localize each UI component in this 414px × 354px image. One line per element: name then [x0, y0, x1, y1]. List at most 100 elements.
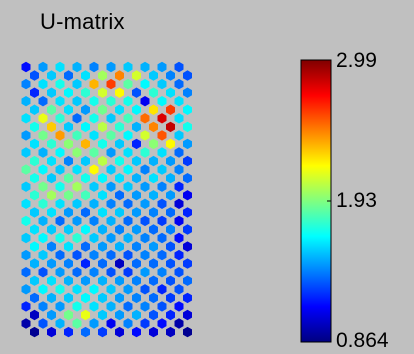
hex-cell — [81, 121, 90, 133]
hex-cell — [123, 215, 133, 227]
hex-cell — [64, 121, 73, 133]
hex-cell — [72, 249, 82, 261]
hex-cell — [140, 232, 150, 244]
hex-cell — [174, 130, 184, 141]
hex-cell — [149, 190, 158, 201]
hex-cell — [149, 121, 158, 133]
hex-cell — [98, 224, 107, 235]
hex-cell — [140, 147, 150, 158]
colorbar — [300, 59, 332, 343]
hex-cell — [21, 198, 31, 209]
hex-cell — [106, 78, 116, 90]
hex-cell — [21, 249, 31, 261]
hex-cell — [38, 301, 48, 312]
hex-cell — [81, 70, 90, 81]
hex-cell — [140, 78, 150, 90]
hex-cell — [89, 198, 99, 209]
hex-cell — [132, 87, 141, 98]
hex-cell — [166, 155, 175, 167]
hex-cell — [132, 138, 141, 150]
hex-cell — [55, 284, 65, 295]
hex-cell — [38, 198, 48, 209]
hex-cell — [72, 147, 82, 158]
colorbar-tick-label-min: 0.864 — [336, 329, 389, 352]
hex-cell — [55, 232, 65, 244]
colorbar-tick-label-mid: 1.93 — [336, 189, 377, 212]
hex-cell — [21, 215, 31, 227]
hex-cell — [157, 215, 167, 227]
hex-cell — [38, 267, 48, 278]
hex-cell — [183, 70, 192, 81]
hex-cell — [55, 318, 65, 329]
hex-cell — [149, 224, 158, 235]
hex-cell — [115, 292, 124, 304]
hex-cell — [132, 155, 141, 167]
hex-cell — [149, 173, 158, 184]
hex-cell — [55, 130, 65, 141]
hex-cell — [149, 292, 158, 304]
hex-cell — [72, 198, 82, 209]
hex-cell — [72, 130, 82, 141]
hex-cell — [81, 207, 90, 218]
hex-cell — [149, 309, 158, 321]
hex-cell — [140, 284, 150, 295]
hex-cell — [183, 207, 192, 218]
hex-cell — [166, 138, 175, 150]
hex-cell — [89, 318, 99, 329]
hex-cell — [140, 301, 150, 312]
hex-cell — [157, 267, 167, 278]
hex-cell — [106, 130, 116, 141]
hex-cell — [140, 198, 150, 209]
hex-cell — [38, 284, 48, 295]
hex-cell — [106, 181, 116, 192]
hex-cell — [157, 318, 167, 329]
hex-cell — [38, 78, 48, 90]
hex-cell — [115, 207, 124, 218]
hex-cell — [55, 96, 65, 107]
hex-cell — [106, 198, 116, 209]
hex-cell — [64, 292, 73, 304]
hex-cell — [132, 309, 141, 321]
hex-cell — [64, 309, 73, 321]
hex-cell — [30, 275, 39, 286]
hex-cell — [89, 301, 99, 312]
hex-cell — [55, 215, 65, 227]
hex-cell — [55, 181, 65, 192]
hex-cell — [64, 258, 73, 269]
hex-cell — [81, 138, 90, 150]
hex-cell — [47, 292, 56, 304]
hex-cell — [183, 258, 192, 269]
hex-cell — [149, 241, 158, 252]
hex-cell — [89, 267, 99, 278]
hex-cell — [64, 173, 73, 184]
hex-cell — [21, 284, 31, 295]
hex-cell — [115, 155, 124, 167]
hex-cell — [166, 190, 175, 201]
hex-cell — [38, 249, 48, 261]
hex-cell — [38, 232, 48, 244]
hex-cell — [55, 147, 65, 158]
hex-cell — [81, 292, 90, 304]
chart-title: U-matrix — [40, 9, 125, 34]
hex-cell — [89, 113, 99, 124]
hex-cell — [98, 87, 107, 98]
hex-cell — [149, 138, 158, 150]
hex-cell — [149, 70, 158, 81]
hex-cell — [174, 318, 184, 329]
hex-cell — [64, 326, 73, 338]
hex-cell — [106, 267, 116, 278]
hex-cell — [132, 104, 141, 115]
hex-cell — [55, 198, 65, 209]
hex-cell — [47, 173, 56, 184]
hex-cell — [106, 301, 116, 312]
hex-cell — [174, 164, 184, 175]
hex-cell — [183, 326, 192, 338]
colorbar-tick-label-max: 2.99 — [336, 49, 377, 72]
hex-cell — [47, 207, 56, 218]
hex-cell — [21, 232, 31, 244]
hex-cell — [183, 104, 192, 115]
hex-cell — [72, 113, 82, 124]
hex-cell — [157, 113, 167, 124]
hex-cell — [106, 215, 116, 227]
hex-cell — [72, 301, 82, 312]
